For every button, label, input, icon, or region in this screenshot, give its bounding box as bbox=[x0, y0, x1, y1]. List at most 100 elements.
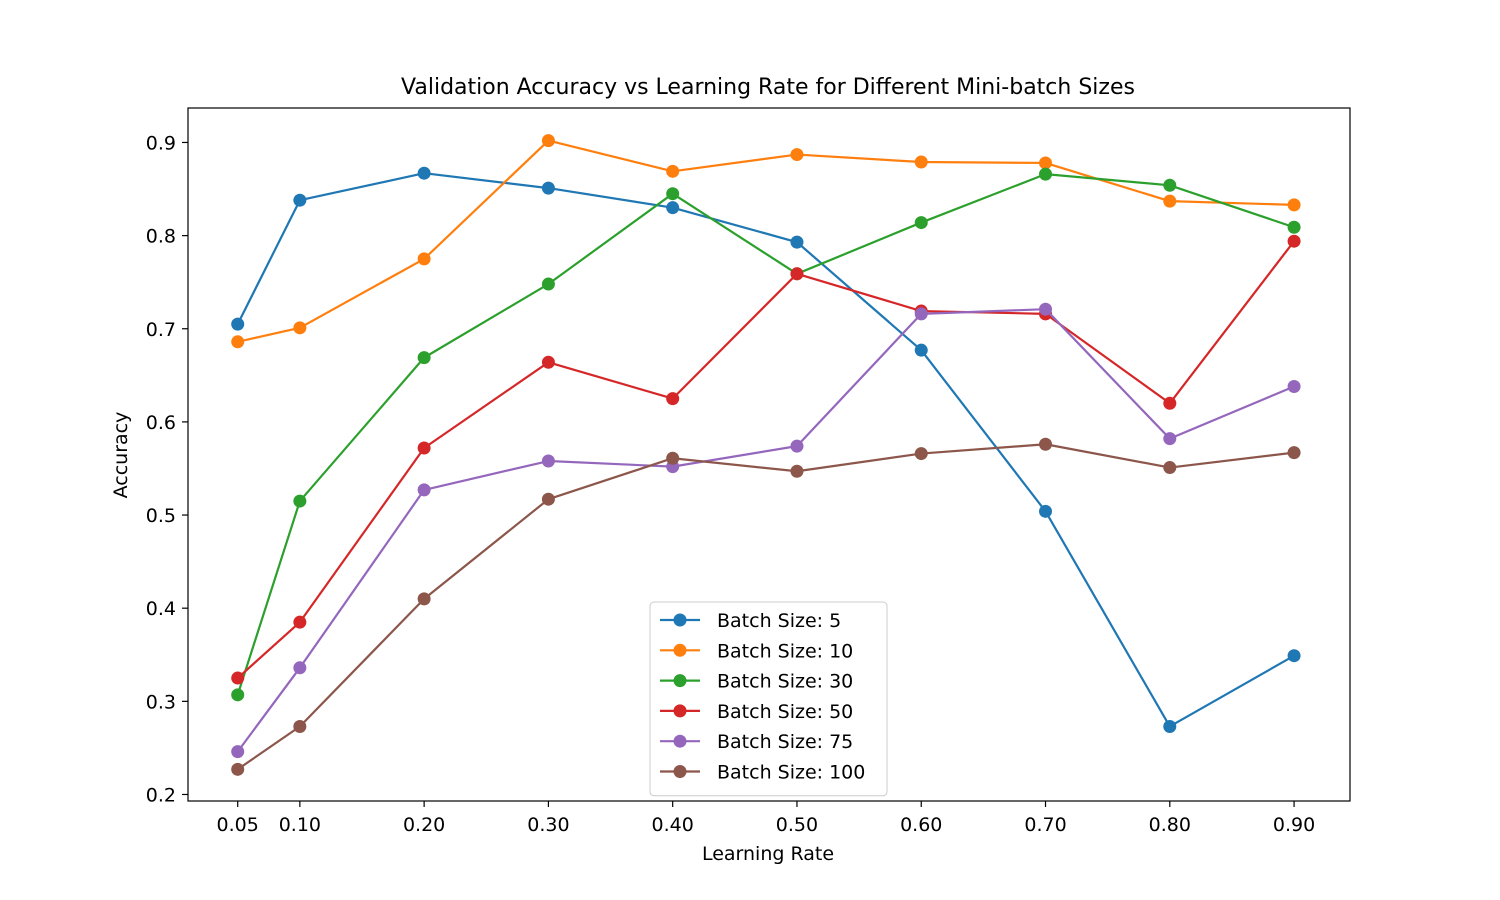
y-tick-label: 0.5 bbox=[146, 505, 176, 527]
data-point bbox=[914, 343, 928, 357]
legend-label: Batch Size: 30 bbox=[717, 671, 853, 693]
x-tick-label: 0.20 bbox=[403, 814, 445, 836]
x-tick-label: 0.80 bbox=[1149, 814, 1191, 836]
legend-marker bbox=[673, 643, 687, 657]
plot-frame bbox=[187, 107, 1351, 802]
series-6 bbox=[231, 437, 1301, 776]
y-tick-label: 0.7 bbox=[146, 319, 176, 341]
chart-title: Validation Accuracy vs Learning Rate for… bbox=[401, 75, 1135, 100]
series-line bbox=[236, 308, 1295, 753]
x-tick-label: 0.50 bbox=[776, 814, 818, 836]
data-point bbox=[790, 267, 804, 281]
data-point bbox=[666, 451, 680, 465]
data-point bbox=[914, 447, 928, 461]
y-axis: 0.2 0.3 0.4 0.5 0.6 0.7 0.8 0.9 bbox=[146, 132, 188, 806]
data-point bbox=[293, 193, 307, 207]
data-point bbox=[1287, 380, 1301, 394]
series-1 bbox=[231, 166, 1301, 733]
legend-box bbox=[649, 601, 888, 797]
x-tick-label: 0.60 bbox=[900, 814, 942, 836]
data-point bbox=[666, 164, 680, 178]
data-point bbox=[417, 483, 431, 497]
data-point bbox=[1163, 396, 1177, 410]
data-point bbox=[790, 148, 804, 162]
data-point bbox=[231, 745, 245, 759]
legend-label: Batch Size: 100 bbox=[717, 762, 865, 784]
data-point bbox=[1039, 156, 1053, 170]
data-point bbox=[1163, 461, 1177, 475]
data-point bbox=[417, 351, 431, 365]
series-line bbox=[236, 172, 1295, 728]
data-point bbox=[417, 441, 431, 455]
legend-label: Batch Size: 50 bbox=[717, 701, 853, 723]
data-point bbox=[231, 688, 245, 702]
data-point bbox=[541, 355, 555, 369]
y-axis-label: Accuracy bbox=[110, 412, 132, 499]
y-tick-label: 0.8 bbox=[146, 226, 176, 248]
series-line bbox=[236, 240, 1295, 679]
series-line bbox=[237, 139, 1295, 343]
legend-label: Batch Size: 10 bbox=[717, 640, 853, 662]
data-point bbox=[1163, 719, 1177, 733]
data-point bbox=[293, 321, 307, 335]
legend: Batch Size: 5 Batch Size: 10 Batch Size: 3… bbox=[649, 601, 888, 797]
data-point bbox=[231, 762, 245, 776]
x-tick-label: 0.10 bbox=[279, 814, 321, 836]
data-point bbox=[1039, 437, 1053, 451]
y-tick-label: 0.9 bbox=[146, 132, 176, 154]
data-point bbox=[666, 392, 680, 406]
legend-label: Batch Size: 5 bbox=[717, 610, 841, 632]
data-point bbox=[541, 454, 555, 468]
data-point bbox=[417, 252, 431, 266]
series-line bbox=[237, 443, 1295, 771]
x-tick-label: 0.40 bbox=[652, 814, 694, 836]
x-tick-label: 0.30 bbox=[527, 814, 569, 836]
x-axis: 0.05 0.10 0.20 0.30 0.40 0.50 0.60 0.70 0.80 0.90 bbox=[217, 801, 1315, 836]
data-point bbox=[293, 494, 307, 508]
data-point bbox=[1287, 649, 1301, 663]
legend-entry: Batch Size: 100 bbox=[660, 762, 865, 784]
data-point bbox=[293, 615, 307, 629]
y-tick-label: 0.3 bbox=[146, 691, 176, 713]
data-point bbox=[914, 307, 928, 321]
data-point bbox=[1039, 167, 1053, 181]
y-tick-label: 0.4 bbox=[146, 598, 176, 620]
series-5 bbox=[231, 302, 1301, 759]
series-line bbox=[236, 173, 1295, 696]
data-point bbox=[231, 317, 245, 331]
data-point bbox=[666, 201, 680, 215]
data-point bbox=[293, 719, 307, 733]
data-point bbox=[1163, 178, 1177, 192]
x-tick-label: 0.70 bbox=[1024, 814, 1066, 836]
data-point bbox=[1287, 198, 1301, 212]
legend-entry: Batch Size: 5 bbox=[660, 610, 841, 632]
data-point bbox=[914, 155, 928, 169]
y-tick-label: 0.6 bbox=[146, 412, 176, 434]
series-2 bbox=[231, 134, 1301, 349]
legend-label: Batch Size: 75 bbox=[717, 731, 853, 753]
legend-marker bbox=[673, 674, 687, 688]
legend-entry: Batch Size: 50 bbox=[660, 701, 853, 723]
legend-entry: Batch Size: 10 bbox=[660, 640, 853, 662]
data-point bbox=[1163, 194, 1177, 208]
data-point bbox=[417, 166, 431, 180]
data-point bbox=[231, 671, 245, 685]
data-point bbox=[293, 661, 307, 675]
data-point bbox=[1039, 504, 1053, 518]
data-point bbox=[1039, 302, 1053, 316]
data-point bbox=[790, 439, 804, 453]
data-point bbox=[1287, 234, 1301, 248]
legend-marker bbox=[673, 734, 687, 748]
data-point bbox=[1287, 220, 1301, 234]
data-point bbox=[541, 134, 555, 148]
data-point bbox=[417, 592, 431, 606]
data-point bbox=[790, 464, 804, 478]
plot-area bbox=[187, 107, 1351, 802]
data-point bbox=[541, 492, 555, 506]
x-tick-label: 0.90 bbox=[1273, 814, 1315, 836]
data-point bbox=[541, 277, 555, 291]
data-point bbox=[231, 335, 245, 349]
data-point bbox=[1163, 432, 1177, 446]
legend-marker bbox=[673, 704, 687, 718]
